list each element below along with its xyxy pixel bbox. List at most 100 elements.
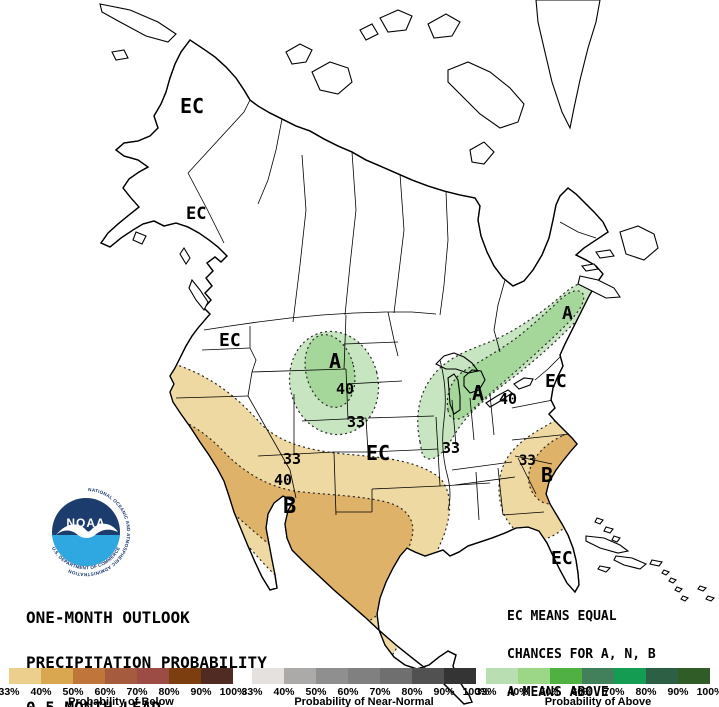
colorbar-tick: 90% bbox=[433, 686, 455, 698]
political-borders bbox=[175, 99, 597, 521]
island-puerto-rico bbox=[649, 559, 663, 567]
label-a-northeast: A bbox=[562, 303, 573, 324]
colorbar-segment bbox=[550, 668, 582, 684]
colorbar-segment bbox=[518, 668, 550, 684]
colorbar-tick: 70% bbox=[603, 686, 625, 698]
colorbar-segment bbox=[348, 668, 380, 684]
lake-michigan bbox=[447, 373, 461, 415]
colorbar-segment bbox=[41, 668, 73, 684]
colorbar-tick: 100% bbox=[696, 686, 719, 698]
label-b-southeast: B bbox=[541, 463, 553, 487]
island-baffin bbox=[447, 61, 525, 129]
colorbar-segment bbox=[582, 668, 614, 684]
colorbar-above-caption: Probability of Above bbox=[544, 696, 652, 707]
label-33-northern-plains: 33 bbox=[347, 413, 365, 431]
colorbar-segment bbox=[412, 668, 444, 684]
label-ec-pacific-northwest: EC bbox=[219, 330, 241, 351]
label-a-northern-plains: A bbox=[329, 349, 341, 373]
legend-line-a: A MEANS ABOVE bbox=[507, 684, 609, 700]
label-ec-east-coast: EC bbox=[545, 371, 567, 392]
island-kodiak bbox=[132, 231, 147, 245]
colorbar-tick: 33% bbox=[475, 686, 497, 698]
colorbar-tick: 90% bbox=[190, 686, 212, 698]
island-southampton bbox=[469, 141, 495, 165]
colorbar-tick: 70% bbox=[369, 686, 391, 698]
logo-noaa-text: NOAA bbox=[66, 516, 105, 530]
title-block: ONE-MONTH OUTLOOK PRECIPITATION PROBABIL… bbox=[26, 580, 267, 707]
lake-ontario bbox=[513, 377, 534, 390]
island-pei bbox=[580, 263, 600, 272]
lesser-antilles bbox=[661, 569, 716, 602]
lake-superior bbox=[435, 352, 479, 374]
colorbar-above-segments bbox=[486, 668, 710, 684]
island-hispaniola bbox=[613, 555, 648, 570]
islands bbox=[99, 0, 716, 602]
title-line-lead: 0.5 MONTH LEAD bbox=[26, 700, 267, 707]
colorbar-segment bbox=[646, 668, 678, 684]
label-40-southwest: 40 bbox=[274, 471, 292, 489]
legend-key-block: EC MEANS EQUAL CHANCES FOR A, N, B A MEA… bbox=[507, 586, 656, 707]
colorbar-below: 33% 40% 50% 60% 70% 80% 90% 100% Probability of… bbox=[0, 668, 246, 707]
region-above-plains-40 bbox=[304, 334, 356, 408]
island-anticosti bbox=[595, 249, 615, 259]
colorbar-tick: 80% bbox=[158, 686, 180, 698]
colorbar-tick: 33% bbox=[241, 686, 263, 698]
label-40-great-lakes: 40 bbox=[499, 390, 517, 408]
colorbar-segment bbox=[486, 668, 518, 684]
colorbar-tick: 100% bbox=[462, 686, 490, 698]
island-haida-gwaii bbox=[179, 246, 191, 266]
colorbar-tick: 40% bbox=[507, 686, 529, 698]
colorbar-segment bbox=[614, 668, 646, 684]
colorbar-above: 33% 40% 50% 60% 70% 80% 90% 100% Probability of… bbox=[475, 668, 719, 707]
colorbar-segment bbox=[316, 668, 348, 684]
chukotka-coast bbox=[99, 3, 177, 43]
island-jamaica bbox=[597, 565, 612, 573]
seagull-icon bbox=[56, 523, 118, 538]
island-st-lawrence bbox=[111, 49, 129, 61]
title-line-variable: PRECIPITATION PROBABILITY bbox=[26, 653, 267, 672]
colorbar-tick: 40% bbox=[273, 686, 295, 698]
island-victoria bbox=[311, 61, 353, 95]
colorbar-segment bbox=[380, 668, 412, 684]
greenland bbox=[535, 0, 601, 130]
colorbar-tick: 60% bbox=[571, 686, 593, 698]
colorbar-tick: 90% bbox=[667, 686, 689, 698]
island-cuba bbox=[585, 535, 630, 554]
colorbar-segment bbox=[678, 668, 710, 684]
colorbar-segment bbox=[137, 668, 169, 684]
colorbar-segment bbox=[169, 668, 201, 684]
colorbar-segment bbox=[105, 668, 137, 684]
colorbar-tick: 80% bbox=[401, 686, 423, 698]
colorbar-near-normal-caption: Probability of Near-Normal bbox=[294, 696, 434, 707]
label-ec-alaska: EC bbox=[180, 94, 204, 118]
colorbar-near-normal: 33% 40% 50% 60% 70% 80% 90% 100% Probability of… bbox=[241, 668, 489, 707]
island-vancouver bbox=[188, 278, 209, 312]
noaa-logo: NATIONAL OCEANIC AND ATMOSPHERIC ADMINIS… bbox=[37, 483, 135, 581]
label-ec-central-us: EC bbox=[366, 441, 390, 465]
colorbar-tick: 50% bbox=[539, 686, 561, 698]
island-arctic-3 bbox=[359, 23, 379, 41]
colorbar-above-ticks: 33% 40% 50% 60% 70% 80% 90% 100% bbox=[475, 684, 719, 698]
island-arctic-2 bbox=[427, 13, 461, 39]
label-40-northern-plains: 40 bbox=[336, 380, 354, 398]
colorbar-tick: 60% bbox=[94, 686, 116, 698]
colorbar-below-caption: Probability of Below bbox=[68, 696, 174, 707]
colorbar-below-ticks: 33% 40% 50% 60% 70% 80% 90% 100% bbox=[0, 684, 246, 698]
label-33-ohio-valley: 33 bbox=[442, 439, 460, 457]
colorbar-tick: 33% bbox=[0, 686, 20, 698]
label-ec-florida: EC bbox=[551, 548, 573, 569]
map-labels: EC EC EC A 40 33 EC A 40 33 A EC 33 B EC… bbox=[180, 94, 573, 569]
legend-line-ec: EC MEANS EQUAL bbox=[507, 609, 617, 625]
island-newfoundland bbox=[619, 225, 659, 261]
label-ec-bc-coast: EC bbox=[186, 204, 206, 224]
label-33-southwest: 33 bbox=[283, 450, 301, 468]
label-a-great-lakes: A bbox=[472, 381, 484, 405]
colorbar-tick: 100% bbox=[219, 686, 247, 698]
label-33-southeast: 33 bbox=[519, 453, 536, 469]
colorbar-tick: 50% bbox=[62, 686, 84, 698]
title-line-product: ONE-MONTH OUTLOOK bbox=[26, 608, 190, 627]
continent-coastline bbox=[100, 39, 609, 705]
colorbar-tick: 80% bbox=[635, 686, 657, 698]
colorbar-tick: 60% bbox=[337, 686, 359, 698]
